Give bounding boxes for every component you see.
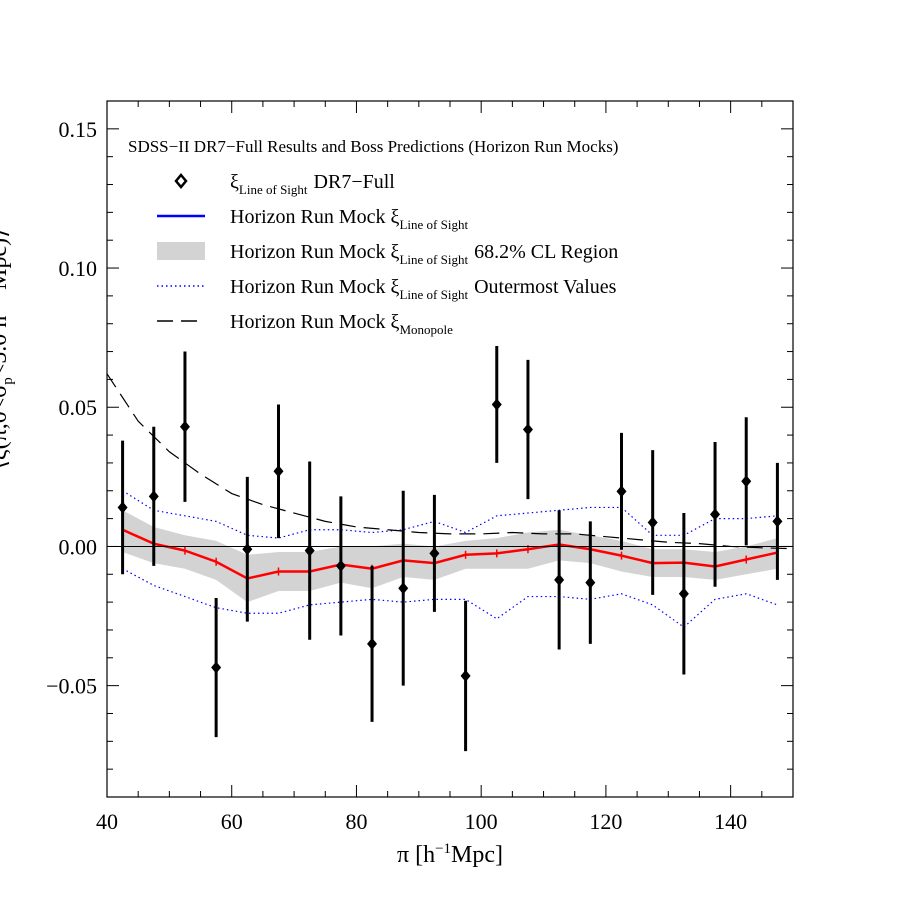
legend-sub: Line of Sight [399, 287, 468, 302]
y-label-tail: <5.0 h⁻¹ Mpc)⟩ [0, 229, 12, 378]
mock-line [122, 528, 778, 580]
x-label-main: π [h [397, 842, 435, 868]
legend-sub: Line of Sight [399, 252, 468, 267]
legend-label: Horizon Run Mock ξMonopole [230, 311, 453, 337]
legend-symbol [174, 173, 188, 189]
legend-sub: Line of Sight [399, 217, 468, 232]
legend-main: Horizon Run Mock ξ [230, 276, 400, 298]
data-point [710, 508, 721, 521]
data-point [398, 582, 409, 595]
data-point [304, 544, 315, 557]
data-point [616, 485, 627, 498]
legend-sub: Monopole [399, 322, 453, 337]
legend-main: Horizon Run Mock ξ [230, 311, 400, 333]
legend-tail: Outermost Values [474, 276, 617, 298]
legend-label: Horizon Run Mock ξLine of Sight Outermost… [230, 276, 617, 302]
data-point [211, 661, 222, 674]
x-tick-label: 40 [96, 809, 118, 834]
data-point [554, 573, 565, 586]
y-label-sub: p [0, 377, 16, 385]
legend-main: ξ [230, 171, 239, 193]
x-tick-label: 80 [345, 809, 367, 834]
monopole-line [107, 373, 793, 550]
data-point [647, 516, 658, 529]
data-point [460, 669, 471, 682]
data-point [117, 501, 128, 514]
data-point [335, 559, 346, 572]
data-point [179, 420, 190, 433]
legend-main: Horizon Run Mock ξ [230, 241, 400, 263]
legend-label: Horizon Run Mock ξLine of Sight [230, 206, 468, 232]
outer-line [122, 490, 778, 539]
legend-sub: Line of Sight [239, 182, 308, 197]
legend-label: ξLine of Sight DR7−Full [230, 171, 395, 197]
legend-symbol [157, 242, 205, 260]
y-label-main: ⟨ξ(π,0<σ [0, 385, 12, 470]
x-axis-label: π [h−1Mpc] [397, 841, 503, 868]
legend-tail: DR7−Full [314, 171, 396, 193]
y-tick-label: 0.10 [59, 256, 98, 281]
legend-tail: 68.2% CL Region [474, 241, 618, 263]
data-point [367, 637, 378, 650]
data-point [148, 490, 159, 503]
data-point [273, 465, 284, 478]
x-tick-label: 100 [465, 809, 498, 834]
x-tick-label: 140 [714, 809, 747, 834]
y-axis-label: ⟨ξ(π,0<σp<5.0 h⁻¹ Mpc)⟩ [0, 229, 16, 470]
legend-main: Horizon Run Mock ξ [230, 206, 400, 228]
y-tick-label: 0.00 [59, 534, 98, 559]
ci-band [122, 510, 778, 603]
data-point [429, 547, 440, 560]
y-tick-label: 0.05 [59, 395, 98, 420]
data-point [491, 398, 502, 411]
outer-line [122, 568, 778, 628]
plot-layer [107, 345, 793, 752]
x-label-tail: Mpc] [451, 842, 503, 868]
data-point [741, 475, 752, 488]
data-point [522, 423, 533, 436]
x-tick-label: 60 [221, 809, 243, 834]
plot-frame [106, 100, 794, 798]
chart-title: SDSS−II DR7−Full Results and Boss Predic… [128, 137, 618, 156]
x-label-sup: −1 [435, 841, 451, 857]
data-point [772, 515, 783, 528]
y-tick-label: −0.05 [46, 674, 97, 699]
legend-label: Horizon Run Mock ξLine of Sight 68.2% CL … [230, 241, 618, 267]
y-tick-label: 0.15 [59, 117, 98, 142]
data-point [678, 587, 689, 600]
data-point [585, 576, 596, 589]
x-tick-label: 120 [589, 809, 622, 834]
